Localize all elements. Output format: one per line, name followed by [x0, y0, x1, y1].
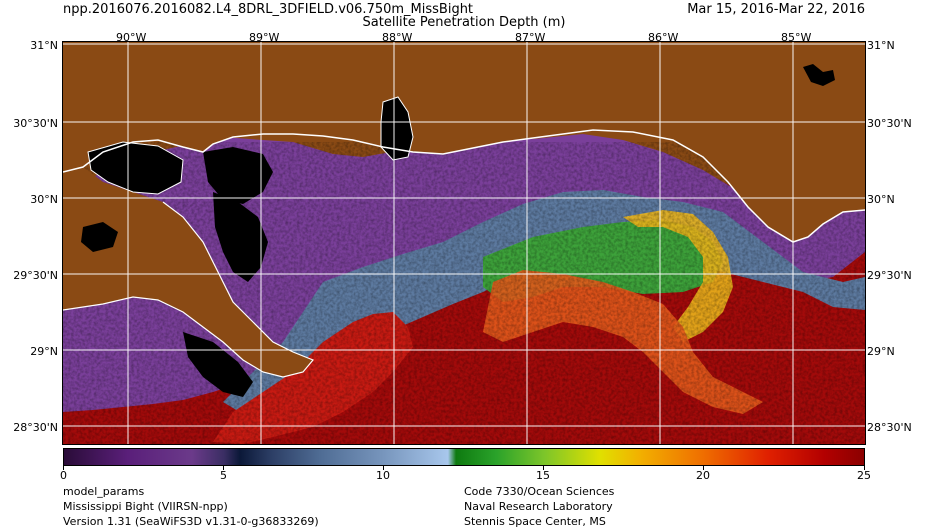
- map-panel[interactable]: [62, 41, 866, 445]
- footer-left-line-3: Version 1.31 (SeaWiFS3D v1.31-0-g3683326…: [63, 515, 319, 528]
- colorbar: [63, 448, 865, 466]
- colorbar-tick-15: 15: [536, 469, 550, 482]
- colorbar-tickmark-5: [223, 466, 224, 470]
- footer-left-line-2: Mississippi Bight (VIIRSN-npp): [63, 500, 228, 513]
- colorbar-tick-10: 10: [376, 469, 390, 482]
- lat-label-right-30-30n: 30°30'N: [867, 117, 912, 130]
- coastline-lake: [87, 141, 184, 195]
- product-title: Satellite Penetration Depth (m): [362, 15, 566, 30]
- lat-label-right-29n: 29°N: [867, 345, 895, 358]
- lat-label-left-29n: 29°N: [30, 345, 58, 358]
- land-louisiana-delta: [63, 167, 313, 377]
- lat-label-right-31n: 31°N: [867, 39, 895, 52]
- delta-marsh-black: [213, 192, 268, 282]
- coastline: [63, 129, 865, 243]
- colorbar-tickmark-10: [383, 466, 384, 470]
- colorbar-tick-25: 25: [857, 469, 871, 482]
- colorbar-tickmark-25: [864, 466, 865, 470]
- lon-label-86w: 86°W: [648, 31, 679, 44]
- lake-pontchartrain: [88, 142, 183, 194]
- lat-label-left-29-30n: 29°30'N: [13, 269, 58, 282]
- colorbar-tick-5: 5: [220, 469, 227, 482]
- colorbar-tickmark-20: [703, 466, 704, 470]
- mobile-bay: [381, 97, 413, 160]
- date-range: Mar 15, 2016-Mar 22, 2016: [687, 2, 865, 17]
- lat-label-left-30n: 30°N: [30, 193, 58, 206]
- lat-label-left-31n: 31°N: [30, 39, 58, 52]
- colorbar-tick-20: 20: [696, 469, 710, 482]
- footer-right-line-3: Stennis Space Center, MS: [464, 515, 606, 528]
- lat-label-right-29-30n: 29°30'N: [867, 269, 912, 282]
- land-mainland: [63, 42, 865, 242]
- footer-right-line-2: Naval Research Laboratory: [464, 500, 613, 513]
- lon-label-88w: 88°W: [382, 31, 413, 44]
- coastline-delta: [63, 201, 314, 378]
- lat-label-right-28-30n: 28°30'N: [867, 421, 912, 434]
- lake-east: [803, 64, 835, 86]
- coastline-mobile-bay: [380, 96, 414, 161]
- footer-right-line-1: Code 7330/Ocean Sciences: [464, 485, 615, 498]
- file-name: npp.2016076.2016082.L4_8DRL_3DFIELD.v06.…: [63, 2, 474, 17]
- lat-label-left-28-30n: 28°30'N: [13, 421, 58, 434]
- map-image: [63, 42, 865, 444]
- lat-label-right-30n: 30°N: [867, 193, 895, 206]
- lower-delta-black: [183, 332, 253, 397]
- colorbar-tickmark-15: [543, 466, 544, 470]
- footer-left-line-1: model_params: [63, 485, 145, 498]
- graticule: [63, 42, 865, 444]
- lon-label-90w: 90°W: [116, 31, 147, 44]
- bay-west: [81, 222, 118, 252]
- colorbar-tickmark-0: [63, 466, 64, 470]
- colorbar-tick-0: 0: [60, 469, 67, 482]
- lon-label-89w: 89°W: [249, 31, 280, 44]
- lat-label-left-30-30n: 30°30'N: [13, 117, 58, 130]
- lake-borgne: [203, 147, 273, 204]
- lon-label-87w: 87°W: [515, 31, 546, 44]
- lon-label-85w: 85°W: [781, 31, 812, 44]
